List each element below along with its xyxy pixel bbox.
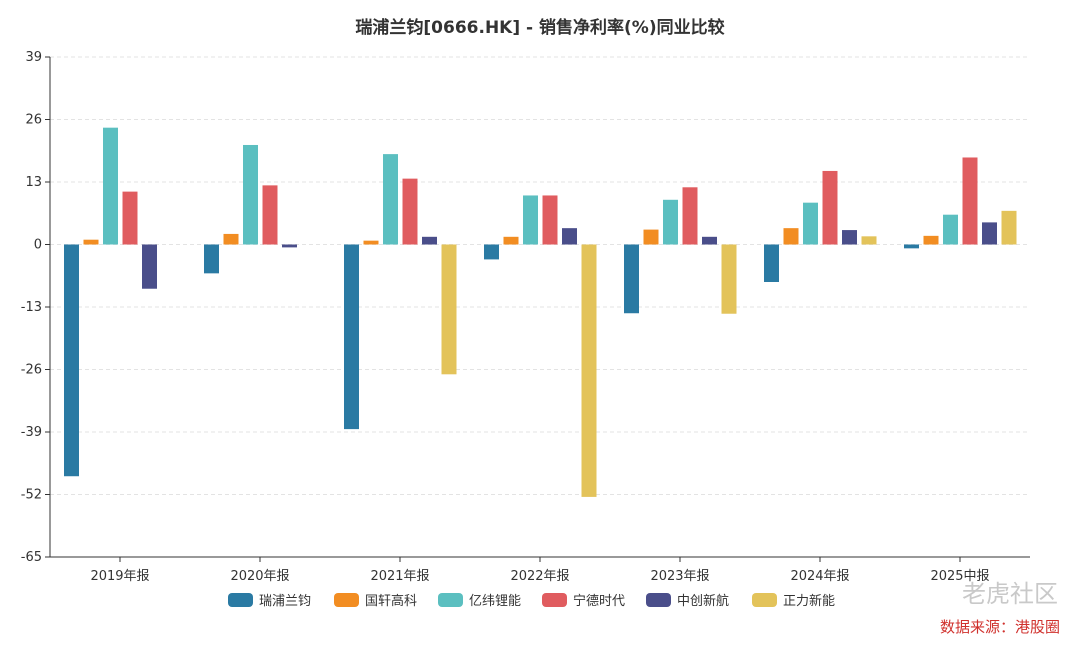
bar (962, 157, 978, 245)
bar (842, 230, 857, 245)
bar (142, 244, 157, 289)
bar (262, 185, 278, 245)
bar (1001, 210, 1017, 245)
x-tick-label: 2024年报 (790, 569, 849, 584)
bar (383, 154, 398, 245)
bars (64, 127, 1017, 497)
bar (484, 244, 499, 260)
y-tick-label: 0 (34, 238, 42, 253)
bar (542, 195, 558, 245)
bar (122, 191, 138, 245)
bar (441, 244, 457, 375)
bar (643, 229, 659, 245)
bar (904, 244, 919, 249)
legend-swatch (228, 593, 253, 607)
bar (83, 239, 99, 245)
y-tick-label: 39 (25, 50, 42, 65)
bar (624, 244, 639, 314)
y-tick-label: 13 (25, 175, 42, 190)
legend-label: 国轩高科 (365, 593, 417, 609)
bar (523, 195, 538, 245)
x-tick-label: 2025中报 (930, 569, 989, 584)
x-tick-label: 2023年报 (650, 569, 709, 584)
y-tick-label: -65 (21, 550, 42, 565)
axes: 39 26 13 0 -13 -26 -39 -52 -65 2019年报 2020年报 2021年报… (21, 50, 1030, 584)
legend-swatch (542, 593, 567, 607)
bar (803, 202, 818, 245)
bar (503, 236, 519, 245)
legend-label: 瑞浦兰钧 (259, 594, 311, 609)
legend-label: 中创新航 (677, 593, 729, 609)
legend-label: 宁德时代 (573, 593, 625, 609)
y-tick-label: -52 (21, 488, 42, 503)
bar (64, 244, 79, 477)
legend-label: 亿纬锂能 (469, 594, 521, 609)
bar (682, 187, 698, 245)
legend-swatch (752, 593, 777, 607)
bar (783, 228, 799, 245)
bar (822, 170, 838, 245)
bar (344, 244, 359, 430)
x-tick-label: 2019年报 (90, 569, 149, 584)
legend: 瑞浦兰钧 国轩高科 亿纬锂能 宁德时代 中创新航 正力新能 (228, 593, 835, 609)
bar (663, 199, 678, 245)
bar (943, 214, 958, 245)
source-note: 数据来源：港股圈 (939, 618, 1060, 636)
legend-swatch (646, 593, 671, 607)
bar (103, 127, 118, 245)
x-tick-label: 2020年报 (230, 569, 289, 584)
bar (562, 228, 577, 245)
chart-title: 瑞浦兰钧[0666.HK] - 销售净利率(%)同业比较 (355, 17, 724, 38)
bar (422, 236, 437, 245)
legend-label: 正力新能 (783, 593, 835, 609)
bar (204, 244, 219, 274)
bar (402, 178, 418, 245)
bar (923, 235, 939, 245)
bar (363, 240, 379, 245)
bar (982, 222, 997, 245)
y-tick-label: 26 (25, 113, 42, 128)
bar (702, 236, 717, 245)
grid (50, 56, 1030, 558)
y-tick-label: -26 (21, 363, 42, 378)
watermark: 老虎社区 (962, 580, 1058, 608)
bar (223, 233, 239, 245)
x-tick-label: 2022年报 (510, 569, 569, 584)
bar (721, 244, 737, 314)
bar (581, 244, 597, 497)
x-tick-label: 2021年报 (370, 569, 429, 584)
bar (282, 244, 297, 248)
bar (243, 144, 258, 245)
legend-swatch (438, 593, 463, 607)
y-tick-label: -39 (21, 425, 42, 440)
y-tick-label: -13 (21, 300, 42, 315)
legend-swatch (334, 593, 359, 607)
bar (764, 244, 779, 282)
bar (861, 236, 877, 245)
